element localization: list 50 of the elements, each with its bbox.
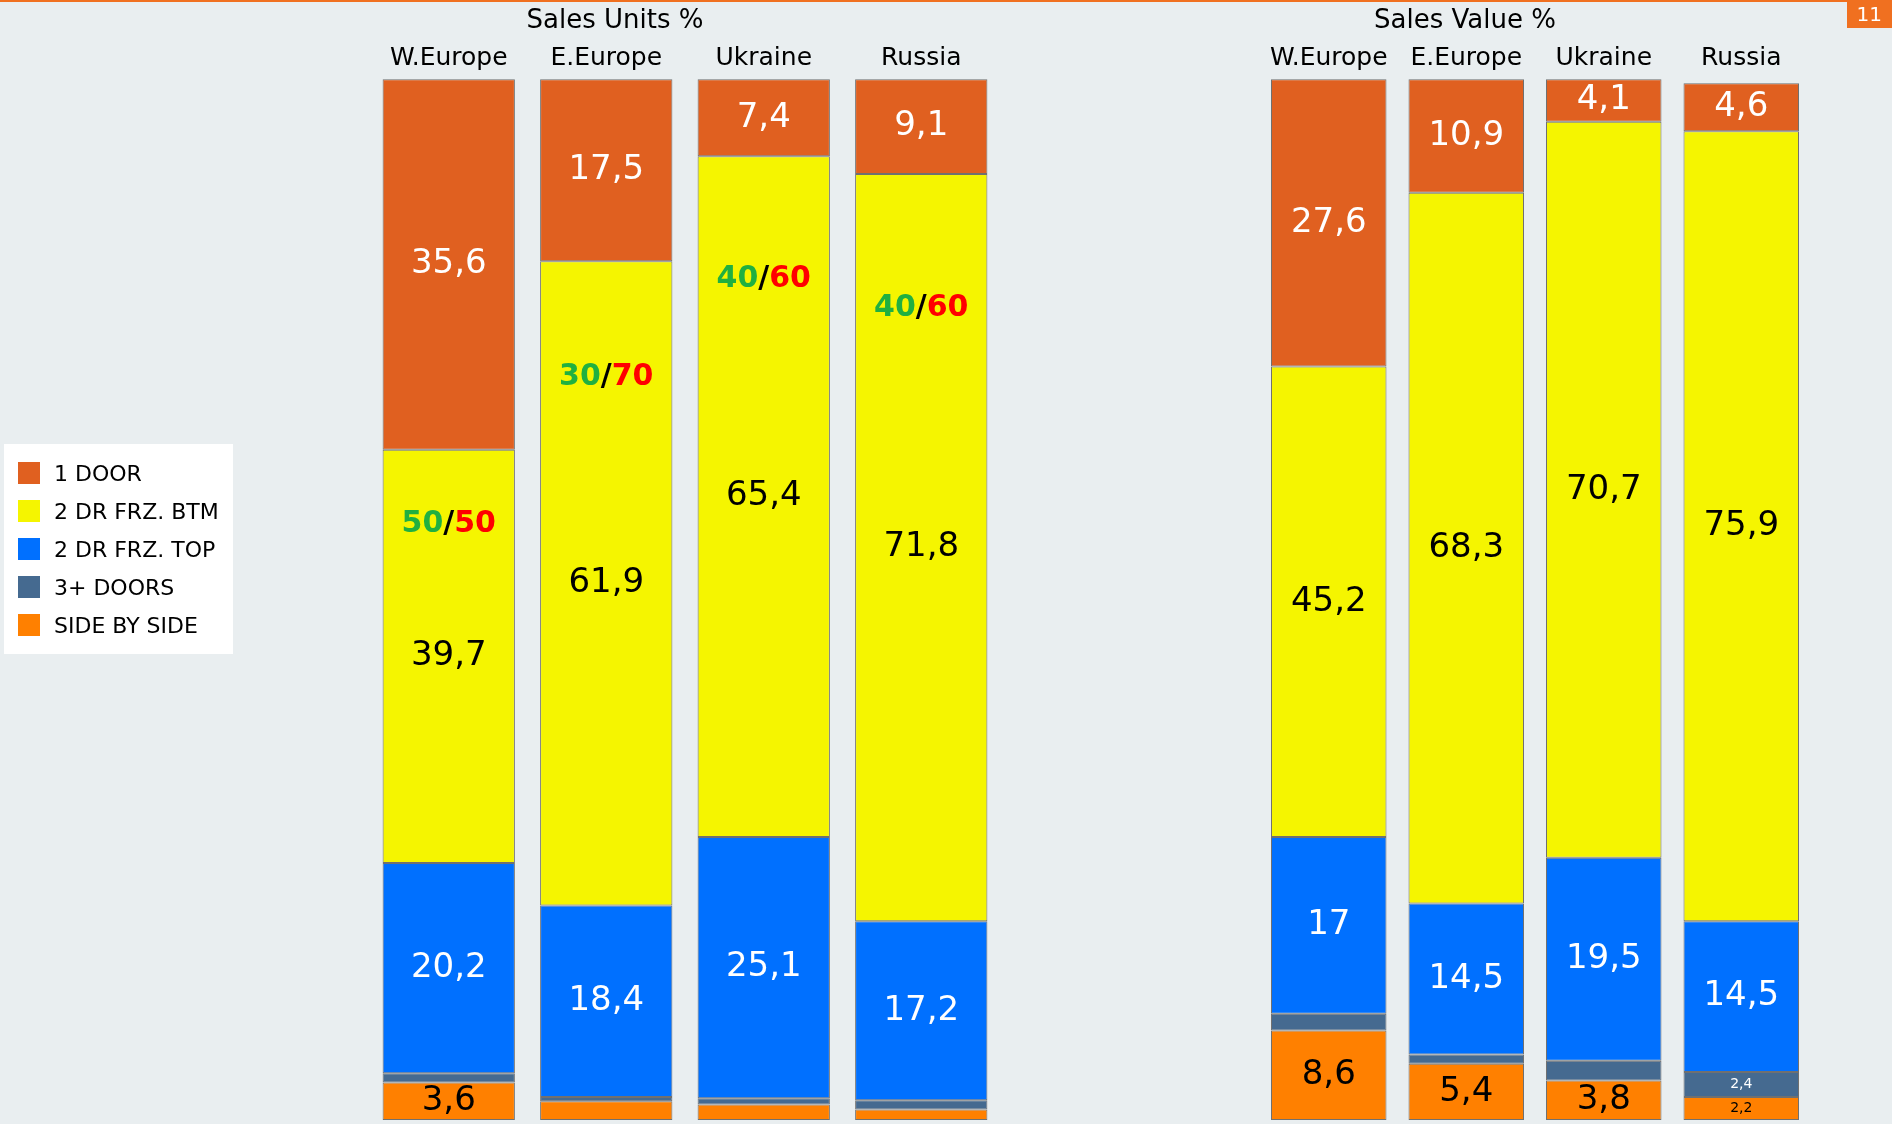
data-label: 71,8 [883,524,960,565]
x-tick-label: E.Europe [550,41,663,71]
data-label: 35,6 [410,241,487,282]
data-label: 70,7 [1565,466,1642,507]
annotation: 40/60 [716,258,811,294]
data-label: 39,7 [410,633,487,674]
annotation: 50/50 [401,503,496,539]
data-label: 2,2 [1730,1099,1753,1116]
data-label: 18,4 [568,978,645,1019]
legend-label: 2 DR FRZ. BTM [54,498,219,524]
data-label: 14,5 [1703,973,1780,1014]
data-label: 27,6 [1290,199,1367,240]
x-tick-label: W.Europe [389,41,508,71]
annotation: 30/70 [559,357,654,393]
annotation: 40/60 [874,288,969,324]
data-label: 75,9 [1703,503,1780,544]
data-label: 4,6 [1714,84,1769,125]
data-label: 7,4 [736,94,791,135]
data-label: 14,5 [1428,955,1505,996]
data-label: 5,4 [1439,1068,1494,1109]
data-label: 19,5 [1565,936,1642,977]
data-label: 9,1 [894,103,949,144]
data-label: 8,6 [1301,1052,1356,1093]
x-tick-label: Ukraine [1555,41,1653,71]
data-label: 25,1 [725,944,802,985]
legend-label: 3+ DOORS [54,574,175,600]
data-label: 17,2 [883,987,960,1028]
data-label: 17 [1307,902,1351,943]
x-tick-label: W.Europe [1269,41,1388,71]
data-label: 17,5 [568,147,645,188]
legend-label: SIDE BY SIDE [54,612,198,638]
data-label: 10,9 [1428,112,1505,153]
chart-title: Sales Value % [1374,4,1556,35]
legend-label: 2 DR FRZ. TOP [54,536,216,562]
x-tick-label: Russia [1701,41,1782,71]
data-label: 68,3 [1428,524,1505,565]
text: 11 [1846,0,1892,28]
data-label: 3,6 [421,1078,476,1119]
chart-title: Sales Units % [526,4,704,35]
data-label: 2,4 [1730,1075,1753,1092]
x-tick-label: Ukraine [715,41,813,71]
data-label: 20,2 [410,944,487,985]
legend-label: 1 DOOR [54,460,142,486]
data-label: 45,2 [1290,578,1367,619]
x-tick-label: Russia [881,41,962,71]
x-tick-label: E.Europe [1410,41,1523,71]
data-label: 3,8 [1576,1077,1631,1118]
data-label: 4,1 [1576,77,1631,118]
data-label: 65,4 [725,473,802,514]
data-label: 61,9 [568,560,645,601]
